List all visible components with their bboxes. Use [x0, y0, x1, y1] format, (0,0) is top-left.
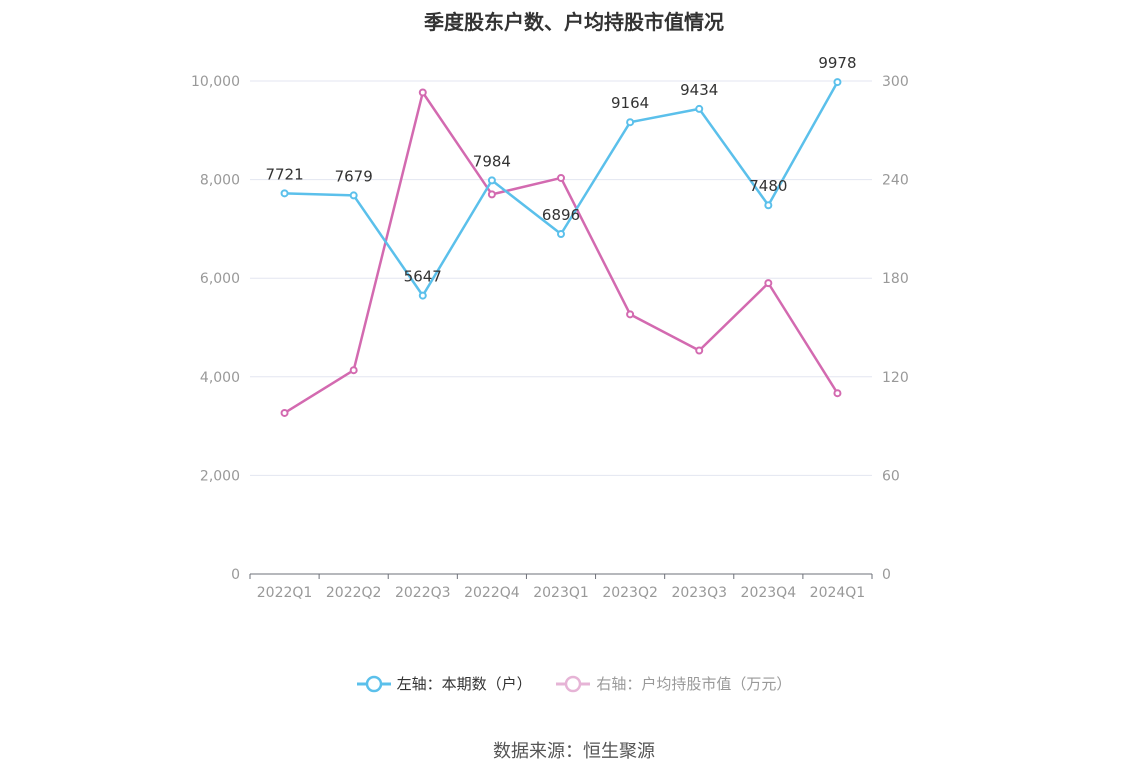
- data-point-left: [764, 201, 773, 210]
- axes: 0 0 2,000 60 4,000 120 6,000 180 8,000 240 10,000 3…: [191, 74, 909, 601]
- x-axis-tick-label: 2022Q4: [464, 585, 520, 601]
- data-point-right: [557, 173, 565, 182]
- left-axis-tick-label: 4,000: [200, 370, 240, 386]
- data-point-left: [487, 176, 496, 185]
- series: [280, 78, 842, 417]
- legend-item-right-series[interactable]: 右轴：户均持股市值（万元）: [556, 673, 791, 694]
- data-point-left: [418, 291, 427, 300]
- data-labels: 7721 7679 5647 7984 6896 9164 9434 7480 9978: [265, 54, 856, 286]
- legend-left-label: 左轴：本期数（户）: [396, 675, 532, 693]
- legend-right-label: 右轴：户均持股市值（万元）: [596, 675, 792, 693]
- right-axis-tick-label: 0: [882, 567, 891, 583]
- legend-right-line-icon: [556, 675, 591, 692]
- data-point-left: [349, 191, 358, 200]
- data-point-right: [487, 190, 496, 199]
- right-axis-tick-label: 120: [882, 370, 909, 386]
- data-point-right: [349, 366, 358, 375]
- left-axis-tick-label: 0: [231, 567, 240, 583]
- x-axis-tick-label: 2023Q4: [741, 585, 797, 601]
- data-point-right: [418, 88, 427, 97]
- data-label: 9164: [611, 94, 649, 112]
- left-axis-tick-label: 6,000: [200, 271, 240, 287]
- left-axis-tick-label: 8,000: [200, 173, 240, 189]
- data-point-left: [833, 78, 842, 87]
- x-axis-tick-label: 2023Q3: [671, 585, 727, 601]
- data-point-right: [626, 310, 635, 319]
- data-point-right: [695, 346, 704, 355]
- data-label: 7721: [265, 165, 303, 183]
- data-label: 7679: [335, 167, 373, 185]
- data-point-right: [280, 408, 289, 417]
- data-label: 7984: [473, 152, 511, 170]
- data-label: 5647: [404, 268, 442, 286]
- data-point-left: [695, 104, 704, 113]
- data-point-left: [280, 189, 289, 198]
- right-axis-tick-label: 60: [882, 468, 900, 484]
- x-axis-tick-label: 2022Q3: [395, 585, 451, 601]
- left-axis-tick-label: 10,000: [191, 74, 240, 90]
- data-label: 9434: [680, 81, 718, 99]
- series-line-right: [283, 91, 839, 415]
- x-axis-tick-label: 2023Q2: [602, 585, 658, 601]
- data-label: 7480: [749, 177, 787, 195]
- data-label: 6896: [542, 206, 580, 224]
- grid: [250, 80, 872, 476]
- x-axis-tick-label: 2022Q2: [326, 585, 382, 601]
- right-axis-tick-label: 240: [882, 173, 909, 189]
- legend-left-line-icon: [356, 675, 391, 692]
- legend-item-left-series[interactable]: 左轴：本期数（户）: [356, 673, 532, 694]
- x-axis-tick-label: 2024Q1: [810, 585, 866, 601]
- data-point-right: [764, 279, 773, 288]
- right-axis-tick-label: 180: [882, 271, 909, 287]
- data-point-right: [833, 389, 842, 398]
- x-axis-tick-label: 2023Q1: [533, 585, 589, 601]
- legend: 左轴：本期数（户） 右轴：户均持股市值（万元）: [0, 673, 1148, 698]
- data-point-left: [557, 230, 565, 239]
- chart-title: 季度股东户数、户均持股市值情况: [424, 10, 724, 34]
- left-axis-tick-label: 2,000: [200, 468, 240, 484]
- data-source: 数据来源：恒生聚源: [493, 741, 655, 762]
- data-label: 9978: [818, 54, 856, 72]
- data-point-left: [626, 118, 635, 127]
- x-axis-tick-label: 2022Q1: [257, 585, 313, 601]
- right-axis-tick-label: 300: [882, 74, 909, 90]
